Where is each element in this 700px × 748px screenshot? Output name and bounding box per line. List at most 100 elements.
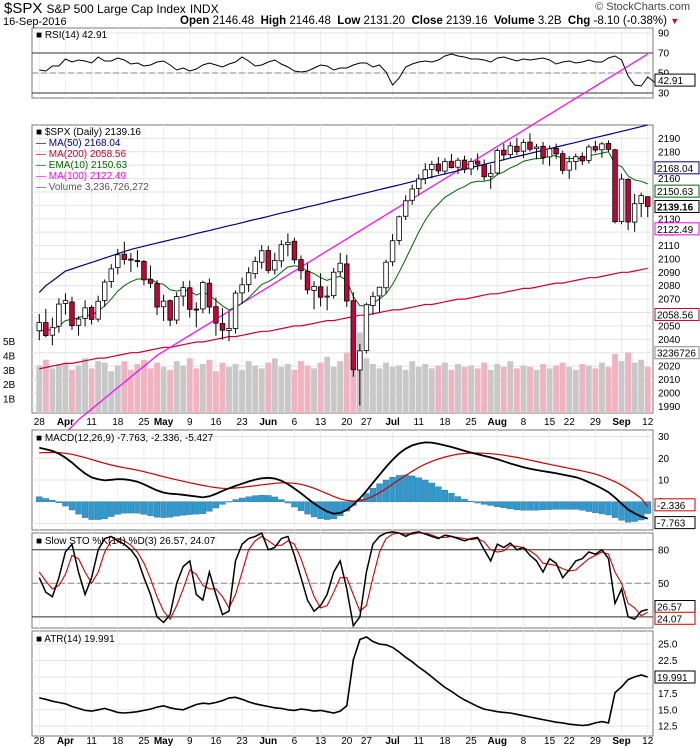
candle-body <box>442 161 448 172</box>
atr-tick-label: 25.0 <box>658 640 678 651</box>
candle-body <box>645 196 651 207</box>
x-tick-label: Jun <box>259 417 277 428</box>
volume-bar <box>317 362 324 413</box>
x-tick-label: Sep <box>612 736 630 747</box>
price-tick-label: 2050 <box>658 321 681 332</box>
macd-histogram-bar <box>585 501 592 512</box>
macd-histogram-bar <box>36 496 43 502</box>
header-date: 16-Sep-2016 <box>3 16 67 28</box>
volume-bar <box>566 366 573 413</box>
price-tick-label: 2010 <box>658 375 681 386</box>
macd-histogram-bar <box>467 501 475 503</box>
macd-histogram-bar <box>42 498 49 502</box>
price-tick-label: 2100 <box>658 254 681 265</box>
candle-body <box>272 260 278 271</box>
candle-body <box>612 149 618 223</box>
macd-histogram-bar <box>304 501 311 515</box>
macd-histogram-bar <box>108 501 115 517</box>
price-value-label: 2168.04 <box>657 164 694 175</box>
volume-bar <box>278 366 285 413</box>
volume-bar <box>513 368 520 413</box>
candle-body <box>474 160 481 165</box>
price-tick-label: 2040 <box>658 335 681 346</box>
x-tick-label: 13 <box>315 417 327 428</box>
candle-body <box>193 308 199 311</box>
x-tick-label: 25 <box>466 417 478 428</box>
atr-tick-label: 15.0 <box>658 705 678 716</box>
volume-bar <box>206 359 213 413</box>
macd-histogram-bar <box>81 501 89 518</box>
volume-bar <box>265 362 272 413</box>
x-tick-label: Jun <box>259 736 277 747</box>
volume-bar <box>572 369 579 413</box>
macd-histogram-bar <box>461 498 468 502</box>
atr-tick-label: 12.5 <box>658 722 678 733</box>
volume-bar <box>468 365 475 413</box>
volume-bar <box>448 369 455 413</box>
x-tick-label: 16 <box>210 417 222 428</box>
macd-histogram-bar <box>559 501 566 510</box>
macd-histogram-bar <box>533 501 540 511</box>
macd-histogram-bar <box>572 501 579 510</box>
x-tick-label: 9 <box>187 736 193 747</box>
macd-tick-label: 30 <box>658 432 670 443</box>
price-tick-label: 2130 <box>658 214 681 225</box>
candle-body <box>43 322 49 336</box>
candle-body <box>553 147 559 155</box>
candle-body <box>154 283 160 308</box>
x-tick-label: 15 <box>544 736 556 747</box>
price-legend-item: — Volume 3,236,726,272 <box>36 182 149 193</box>
volume-tick-label: 5B <box>3 337 16 348</box>
volume-tick-label: 3B <box>3 366 16 377</box>
candle-body <box>128 258 134 261</box>
sto-value-label: 24.07 <box>657 614 682 625</box>
x-tick-label: May <box>154 736 174 747</box>
sto-value-label: 26.57 <box>657 602 682 613</box>
x-tick-label: 28 <box>34 736 46 747</box>
macd-value-box <box>654 516 696 530</box>
macd-histogram-bar <box>114 501 121 515</box>
candle-body <box>75 318 82 326</box>
candle-body <box>357 350 363 371</box>
volume-bar <box>284 364 291 413</box>
macd-legend: ■ MACD(12,26,9) -7.763, -2.336, -5.427 <box>36 433 214 444</box>
volume-bar <box>311 368 318 413</box>
macd-histogram-bar <box>500 501 507 509</box>
volume-bar <box>383 362 389 413</box>
volume-bar <box>36 365 43 413</box>
candle-body <box>363 304 370 351</box>
candle-body <box>514 145 520 153</box>
low-value: 2131.20 <box>363 15 406 27</box>
volume-bar <box>212 371 219 413</box>
x-tick-label: 8 <box>521 417 527 428</box>
macd-histogram-bar <box>88 501 95 520</box>
candle-body <box>88 307 95 320</box>
rsi-value-label: 42.91 <box>658 76 683 87</box>
x-tick-label: May <box>154 417 174 428</box>
rsi-legend: ■ RSI(14) 42.91 <box>36 30 108 41</box>
exchange: INDX <box>189 2 219 16</box>
volume-bar <box>363 358 370 413</box>
candle-body <box>324 295 330 298</box>
macd-histogram-bar <box>121 501 128 514</box>
volume-bar <box>42 359 49 413</box>
candle-body <box>226 328 232 331</box>
macd-histogram-bar <box>330 501 337 520</box>
candle-body <box>232 292 239 329</box>
volume-bar <box>226 366 232 413</box>
volume-bar <box>618 361 625 413</box>
volume-bar <box>75 365 82 413</box>
candle-body <box>402 200 409 217</box>
macd-histogram-bar <box>402 474 409 502</box>
macd-histogram-bar <box>75 501 82 515</box>
rsi-value-box <box>654 73 696 87</box>
volume-bar <box>546 368 553 413</box>
sto-legend: ■ Slow STO %K(14) %D(3) 26.57, 24.07 <box>36 536 216 547</box>
price-tick-label: 2190 <box>658 134 681 145</box>
price-value-label: 2058.56 <box>657 310 694 321</box>
volume-bar <box>644 366 651 413</box>
x-tick-label: 20 <box>341 736 353 747</box>
candle-body <box>638 195 644 204</box>
candle-body <box>115 254 121 269</box>
volume-bar <box>455 364 461 413</box>
